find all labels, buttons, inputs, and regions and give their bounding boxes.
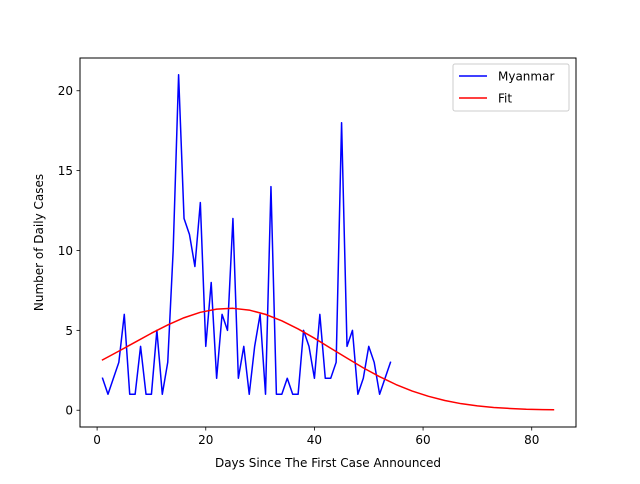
x-tick-label: 80 [524, 433, 539, 447]
y-axis: 0 5 10 15 20 [58, 84, 80, 418]
y-tick-label: 20 [58, 84, 73, 98]
legend-label-myanmar: Myanmar [498, 70, 554, 84]
y-tick-label: 15 [58, 164, 73, 178]
x-tick-label: 40 [307, 433, 322, 447]
x-axis: 0 20 40 60 80 [93, 427, 539, 447]
series-layer [101, 74, 555, 411]
x-axis-label: Days Since The First Case Announced [215, 456, 441, 470]
y-tick-label: 10 [58, 244, 73, 258]
x-tick-label: 0 [93, 433, 101, 447]
x-tick-label: 20 [198, 433, 213, 447]
x-tick-label: 60 [415, 433, 430, 447]
y-tick-label: 5 [65, 324, 73, 338]
y-tick-label: 0 [65, 404, 73, 418]
plot-frame [79, 57, 577, 428]
legend-label-fit: Fit [498, 92, 512, 106]
legend: Myanmar Fit [452, 63, 570, 112]
series-line-fit [101, 307, 555, 411]
series-line-myanmar [101, 74, 392, 395]
y-axis-label: Number of Daily Cases [32, 174, 46, 311]
